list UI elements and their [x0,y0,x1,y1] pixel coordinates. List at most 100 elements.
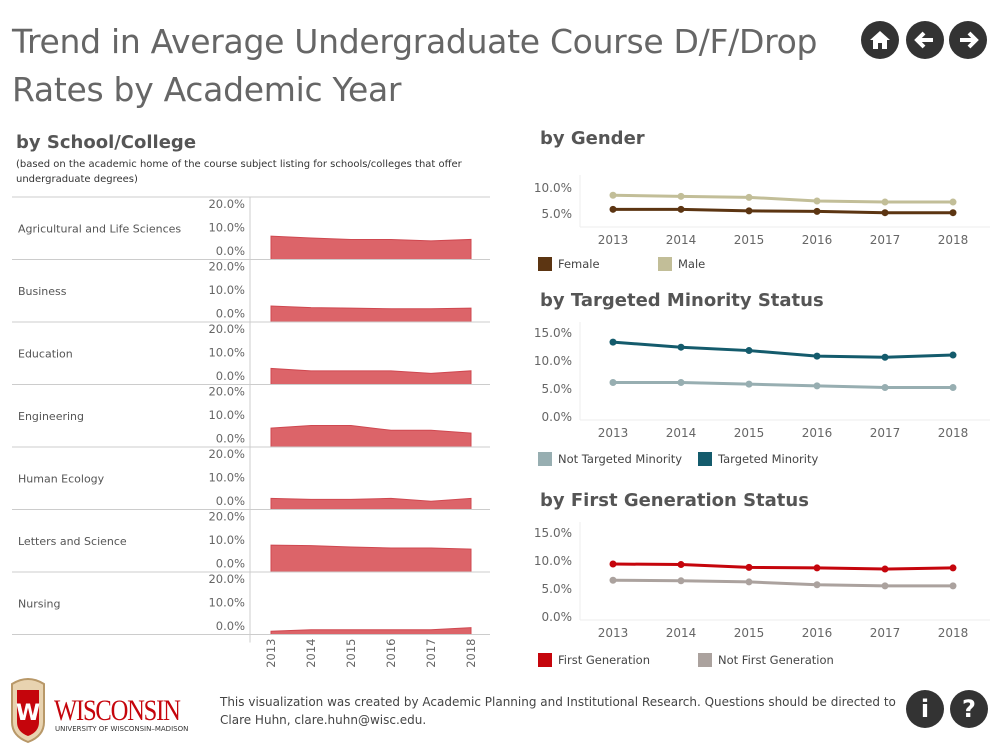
point-female [949,209,957,217]
point-first-generation [881,565,889,573]
area-engineering [270,425,472,448]
y-tick-label: 20.0% [208,447,245,461]
arrow-right-icon [960,31,979,49]
legend-swatch [538,653,552,667]
school-label: Education [18,347,73,360]
legend-swatch [698,452,712,466]
point-female [677,205,685,213]
point-not-first-generation [949,582,957,590]
point-male [813,197,821,205]
forward-button[interactable] [949,21,987,59]
area-business [270,305,472,323]
y-tick-label: 0.0% [216,369,245,383]
y-tick-label: 10.0% [534,554,572,568]
point-targeted-minority [609,338,617,346]
gender-legend: Female Male [538,257,858,271]
line-not-targeted-minority [613,380,953,390]
school-label: Human Ecology [18,472,105,485]
point-female [745,207,753,215]
x-tick-label: 2013 [264,639,278,668]
x-tick-label: 2018 [938,426,969,440]
point-not-targeted-minority [881,384,889,392]
point-first-generation [677,561,685,569]
gender-title: by Gender [540,128,645,149]
x-tick-label: 2017 [870,426,901,440]
point-not-first-generation [609,576,617,584]
y-tick-label: 5.0% [542,382,573,396]
legend-swatch [658,257,672,271]
x-tick-label: 2015 [734,426,765,440]
x-tick-label: 2017 [424,639,438,668]
y-tick-label: 0.0% [542,610,573,624]
home-button[interactable] [861,21,899,59]
x-tick-label: 2014 [666,233,697,247]
line-first-generation [612,562,954,571]
x-tick-label: 2014 [666,426,697,440]
x-tick-label: 2013 [598,426,629,440]
back-button[interactable] [906,21,944,59]
legend-item[interactable]: Not First Generation [698,653,898,667]
x-tick-label: 2015 [734,233,765,247]
x-tick-label: 2018 [938,233,969,247]
legend-item[interactable]: First Generation [538,653,698,667]
page-title: Trend in Average Undergraduate Course D/… [12,22,818,109]
x-tick-label: 2018 [464,639,478,668]
legend-label: Not Targeted Minority [558,452,683,466]
legend-label: Female [558,257,600,271]
point-first-generation [745,563,753,571]
x-tick-label: 2014 [666,626,697,640]
y-tick-label: 0.0% [216,244,245,258]
legend-label: Not First Generation [718,653,834,667]
x-tick-label: 2014 [304,639,318,668]
logo-subtext: UNIVERSITY OF WISCONSIN–MADISON [55,725,189,733]
info-button[interactable]: i [906,690,944,728]
y-tick-label: 10.0% [534,354,572,368]
help-button[interactable]: ? [950,690,988,728]
area-agricultural-and-life-sciences [270,235,472,260]
point-male [677,192,685,200]
point-first-generation [813,564,821,572]
legend-swatch [698,653,712,667]
y-tick-label: 0.0% [216,619,245,633]
point-targeted-minority [949,351,957,359]
help-icon: ? [962,695,976,723]
point-female [881,209,889,217]
school-label: Engineering [18,410,84,423]
line-not-first-generation [612,578,953,588]
x-tick-label: 2016 [802,626,833,640]
y-tick-label: 0.0% [216,432,245,446]
uw-crest-icon: W [11,678,45,744]
legend-item[interactable]: Not Targeted Minority [538,452,698,466]
y-tick-label: 20.0% [208,322,245,336]
line-male [612,193,953,204]
legend-item[interactable]: Female [538,257,658,271]
arrow-left-icon [914,31,933,49]
y-tick-label: 10.0% [534,181,572,195]
point-not-targeted-minority [745,380,753,388]
legend-item[interactable]: Male [658,257,858,271]
y-tick-label: 10.0% [208,283,245,297]
info-icon: i [920,695,930,723]
point-not-first-generation [745,578,753,586]
footer-credit-text: This visualization was created by Academ… [220,695,896,727]
legend-item[interactable]: Targeted Minority [698,452,898,466]
svg-text:W: W [16,701,40,726]
minority-line-chart: 0.0% 5.0% 10.0% 15.0% 2013 2014 2015 2016 2017 20… [534,322,990,440]
gender-line-chart: 5.0% 10.0% 2013 2014 2015 2016 2017 2018 [534,175,990,247]
point-not-first-generation [813,581,821,589]
y-tick-label: 0.0% [216,557,245,571]
point-targeted-minority [745,347,753,355]
minority-title: by Targeted Minority Status [540,290,824,311]
logo-wordmark: WISCONSIN [54,694,181,727]
area-human-ecology [270,497,472,510]
first-gen-line-chart: 0.0% 5.0% 10.0% 15.0% 2013 2014 2015 2016 2017 20… [534,522,990,640]
point-not-targeted-minority [609,378,617,386]
y-tick-label: 10.0% [208,408,245,422]
y-tick-label: 0.0% [216,307,245,321]
x-tick-label: 2018 [938,626,969,640]
point-first-generation [949,564,957,572]
point-not-targeted-minority [813,382,821,390]
x-tick-label: 2013 [598,626,629,640]
point-male [881,198,889,206]
x-tick-label: 2013 [598,233,629,247]
